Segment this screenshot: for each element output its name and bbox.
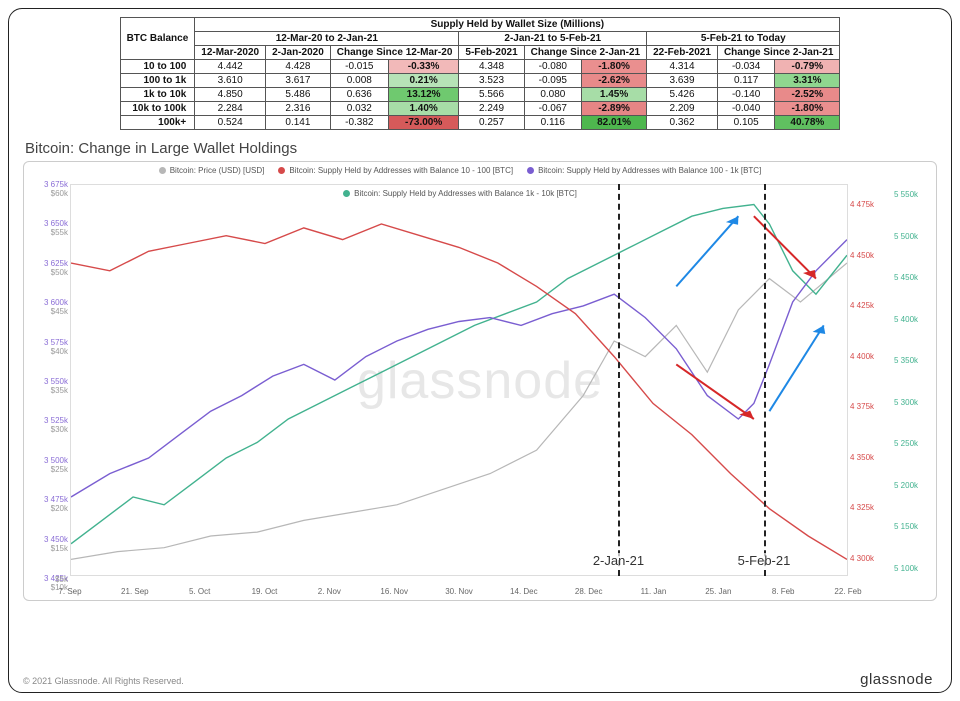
legend-item: Bitcoin: Supply Held by Addresses with B… [527, 166, 761, 175]
supply-table-wrap: BTC Balance Supply Held by Wallet Size (… [19, 17, 941, 130]
y-axis-right-red: 4 425k [850, 301, 890, 310]
table-title: Supply Held by Wallet Size (Millions) [195, 18, 840, 32]
vertical-marker-label: 2-Jan-21 [590, 553, 647, 568]
y-axis-right-green: 5 500k [894, 232, 932, 241]
y-axis-right-red: 4 375k [850, 402, 890, 411]
frame: BTC Balance Supply Held by Wallet Size (… [8, 8, 952, 693]
y-axis-right-green: 5 150k [894, 522, 932, 531]
vertical-marker [618, 184, 620, 576]
y-axis-left-label: 3 475k $20k [26, 495, 68, 513]
y-axis-left-label: 3 575k $40k [26, 338, 68, 356]
y-axis-right-red: 4 300k [850, 554, 890, 563]
y-axis-right-red: 4 475k [850, 200, 890, 209]
x-axis-label: 7. Sep [58, 587, 81, 596]
x-axis-label: 21. Sep [121, 587, 149, 596]
period2: 2-Jan-21 to 5-Feb-21 [459, 32, 647, 46]
vertical-marker-label: 5-Feb-21 [735, 553, 794, 568]
y-axis-right-green: 5 300k [894, 398, 932, 407]
x-axis-label: 14. Dec [510, 587, 538, 596]
table-row: 10 to 1004.4424.428-0.015-0.33%4.348-0.0… [120, 60, 840, 74]
table-row: 100k+0.5240.141-0.382-73.00%0.2570.11682… [120, 116, 840, 130]
vertical-marker [764, 184, 766, 576]
y-axis-right-green: 5 350k [894, 356, 932, 365]
y-axis-right-red: 4 450k [850, 251, 890, 260]
x-axis-label: 11. Jan [641, 587, 667, 596]
x-axis-label: 19. Oct [252, 587, 278, 596]
y-axis-right-green: 5 250k [894, 439, 932, 448]
supply-table: BTC Balance Supply Held by Wallet Size (… [120, 17, 841, 130]
table-row: 1k to 10k4.8505.4860.63613.12%5.5660.080… [120, 88, 840, 102]
y-axis-right-red: 4 400k [850, 352, 890, 361]
x-axis-label: 5. Oct [189, 587, 210, 596]
table-row: 10k to 100k2.2842.3160.0321.40%2.249-0.0… [120, 102, 840, 116]
plot [70, 184, 848, 576]
chart-title: Bitcoin: Change in Large Wallet Holdings [25, 140, 941, 157]
y-axis-right-green: 5 450k [894, 273, 932, 282]
table-row: 100 to 1k3.6103.6170.0080.21%3.523-0.095… [120, 74, 840, 88]
legend-item: Bitcoin: Price (USD) [USD] [159, 166, 265, 175]
chart-svg [71, 185, 847, 575]
x-axis-label: 30. Nov [445, 587, 473, 596]
y-axis-right-red: 4 325k [850, 503, 890, 512]
y-axis-left-label: 3 650k $55k [26, 219, 68, 237]
legend-dot [278, 167, 285, 174]
y-axis-right-green: 5 200k [894, 481, 932, 490]
x-axis-label: 2. Nov [318, 587, 341, 596]
legend-item: Bitcoin: Supply Held by Addresses with B… [278, 166, 513, 175]
y-axis-right-green: 5 100k [894, 564, 932, 573]
footer-copyright: © 2021 Glassnode. All Rights Reserved. [23, 676, 184, 686]
period1: 12-Mar-20 to 2-Jan-21 [195, 32, 459, 46]
x-axis-label: 16. Nov [380, 587, 408, 596]
y-axis-left-label: 3 600k $45k [26, 298, 68, 316]
x-axis-label: 22. Feb [834, 587, 861, 596]
chart-area: Bitcoin: Price (USD) [USD] Bitcoin: Suppl… [23, 161, 937, 601]
x-axis-label: 8. Feb [772, 587, 795, 596]
y-axis-left-label: 3 500k $25k [26, 456, 68, 474]
x-axis-label: 28. Dec [575, 587, 603, 596]
y-axis-left-label: 3 675k $60k [26, 180, 68, 198]
legend-dot [159, 167, 166, 174]
y-axis-left-label: 3 525k $30k [26, 416, 68, 434]
y-axis-left-label: 3 550k $35k [26, 377, 68, 395]
y-axis-right-green: 5 400k [894, 315, 932, 324]
y-axis-left-label: 3 450k $15k [26, 535, 68, 553]
y-axis-left-label: 3 625k $50k [26, 259, 68, 277]
period3: 5-Feb-21 to Today [647, 32, 840, 46]
y-axis-right-green: 5 550k [894, 190, 932, 199]
legend-dot [527, 167, 534, 174]
brand-logo-text: glassnode [860, 671, 933, 688]
y-axis-right-red: 4 350k [850, 453, 890, 462]
x-axis-label: 25. Jan [705, 587, 731, 596]
col-btc-balance: BTC Balance [120, 18, 195, 60]
